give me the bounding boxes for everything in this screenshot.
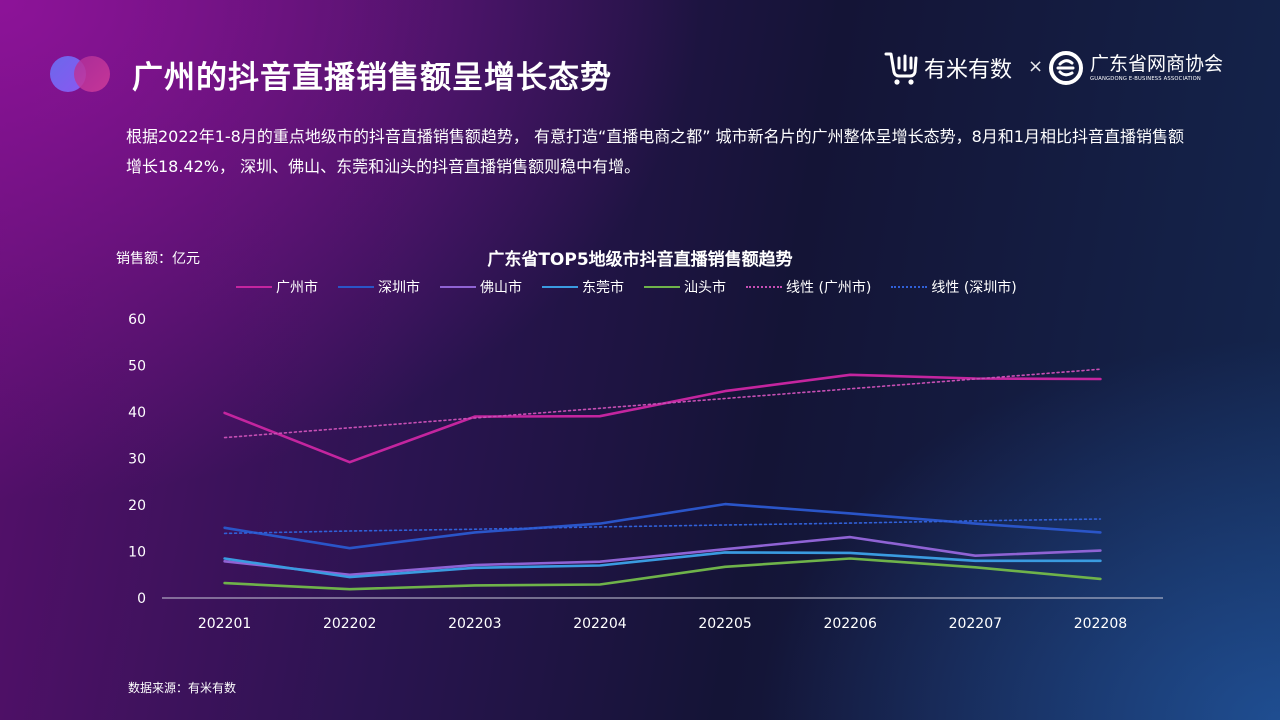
shopping-cart-icon: [884, 52, 918, 85]
x-tick-label: 202202: [323, 616, 376, 632]
y-tick-label: 50: [128, 359, 146, 375]
x-tick-label: 202205: [698, 616, 751, 632]
description-text: 根据2022年1-8月的重点地级市的抖音直播销售额趋势， 有意打造“直播电商之都…: [126, 127, 1184, 176]
y-tick-label: 0: [137, 591, 146, 607]
legend-item: 深圳市: [338, 277, 420, 297]
chart-legend: 广州市 深圳市 佛山市 东莞市 汕头市 线性 (广州市) 线性 (深圳市): [236, 277, 1037, 297]
legend-item: 线性 (广州市): [746, 277, 871, 297]
legend-item: 线性 (深圳市): [891, 277, 1017, 297]
y-tick-label: 20: [128, 498, 146, 514]
data-source-note: 数据来源：有米有数: [128, 681, 237, 695]
title-decoration-circles: [50, 56, 112, 92]
y-tick-label: 60: [128, 312, 146, 328]
series-line: [223, 557, 1102, 591]
series-line: [223, 373, 1102, 464]
series-line: [223, 502, 1102, 550]
page-title: 广州的抖音直播销售额呈增长态势: [132, 60, 612, 96]
youmi-logo: 有米有数: [884, 50, 1012, 86]
series-line: [223, 535, 1102, 577]
legend-swatch: [338, 286, 374, 288]
legend-label: 线性 (深圳市): [931, 280, 1017, 296]
series-line: [223, 518, 1102, 535]
legend-label: 汕头市: [684, 280, 726, 296]
y-axis-unit-label: 销售额：亿元: [116, 251, 200, 267]
youmi-logo-text: 有米有数: [924, 58, 1013, 83]
series-line: [223, 551, 1102, 579]
x-tick-label: 202207: [949, 616, 1002, 632]
x-tick-label: 202203: [448, 616, 501, 632]
legend-swatch: [542, 286, 578, 288]
y-tick-label: 10: [128, 545, 146, 561]
x-tick-label: 202208: [1074, 616, 1127, 632]
legend-item: 汕头市: [644, 277, 726, 297]
x-tick-label: 202201: [198, 616, 251, 632]
legend-item: 广州市: [236, 277, 318, 297]
legend-label: 广州市: [276, 280, 318, 296]
decoration-circle-magenta: [74, 56, 110, 92]
legend-swatch: [746, 286, 782, 288]
legend-item: 佛山市: [440, 277, 522, 297]
legend-swatch: [236, 286, 272, 288]
times-separator: ×: [1028, 56, 1044, 77]
association-logo: 广东省网商协会 GUANGDONG E-BUSINESS ASSOCIATION: [1048, 50, 1223, 86]
x-tick-label: 202204: [573, 616, 627, 632]
x-tick-label: 202206: [823, 616, 877, 632]
legend-swatch: [644, 286, 680, 288]
series-line: [223, 368, 1102, 439]
legend-swatch: [891, 286, 928, 288]
y-tick-label: 40: [128, 405, 146, 421]
association-name-cn: 广东省网商协会: [1090, 53, 1224, 75]
y-tick-label: 30: [128, 452, 146, 468]
legend-swatch: [440, 286, 476, 288]
association-e-icon: [1049, 51, 1083, 85]
chart-title: 广东省TOP5地级市抖音直播销售额趋势: [487, 250, 793, 270]
legend-label: 线性 (广州市): [786, 280, 872, 296]
association-name-en: GUANGDONG E-BUSINESS ASSOCIATION: [1090, 76, 1202, 82]
legend-label: 深圳市: [378, 280, 420, 296]
legend-label: 东莞市: [582, 280, 624, 296]
legend-label: 佛山市: [480, 280, 522, 296]
legend-item: 东莞市: [542, 277, 624, 297]
